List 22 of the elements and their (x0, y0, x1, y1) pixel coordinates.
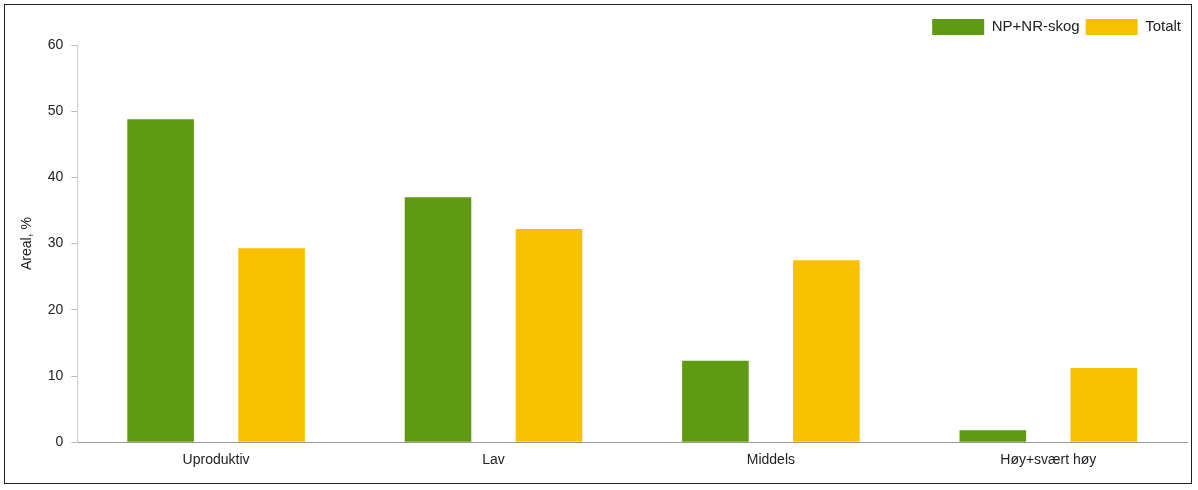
y-tick-label: 20 (47, 300, 64, 317)
x-tick-label: Høy+svært høy (1000, 451, 1097, 468)
x-tick-label: Uproduktiv (182, 451, 250, 468)
bar (682, 360, 749, 442)
y-tick-label: 40 (47, 168, 64, 185)
y-tick-label: 10 (47, 366, 64, 383)
bar (515, 229, 583, 442)
y-tick-label: 30 (47, 234, 64, 251)
y-tick-label: 0 (55, 433, 64, 450)
y-axis-title: Areal, % (18, 217, 35, 271)
bar (238, 248, 305, 442)
y-tick-label: 50 (47, 102, 64, 119)
legend-label: NP+NR-skog (991, 17, 1080, 35)
x-tick-label: Lav (482, 451, 505, 468)
bar (1070, 368, 1138, 442)
legend-label: Totalt (1145, 17, 1182, 35)
bar (793, 260, 860, 442)
bar (127, 119, 194, 442)
x-tick-label: Middels (746, 451, 796, 468)
y-tick-label: 60 (47, 35, 64, 52)
bar (404, 197, 472, 442)
bar (959, 430, 1027, 442)
